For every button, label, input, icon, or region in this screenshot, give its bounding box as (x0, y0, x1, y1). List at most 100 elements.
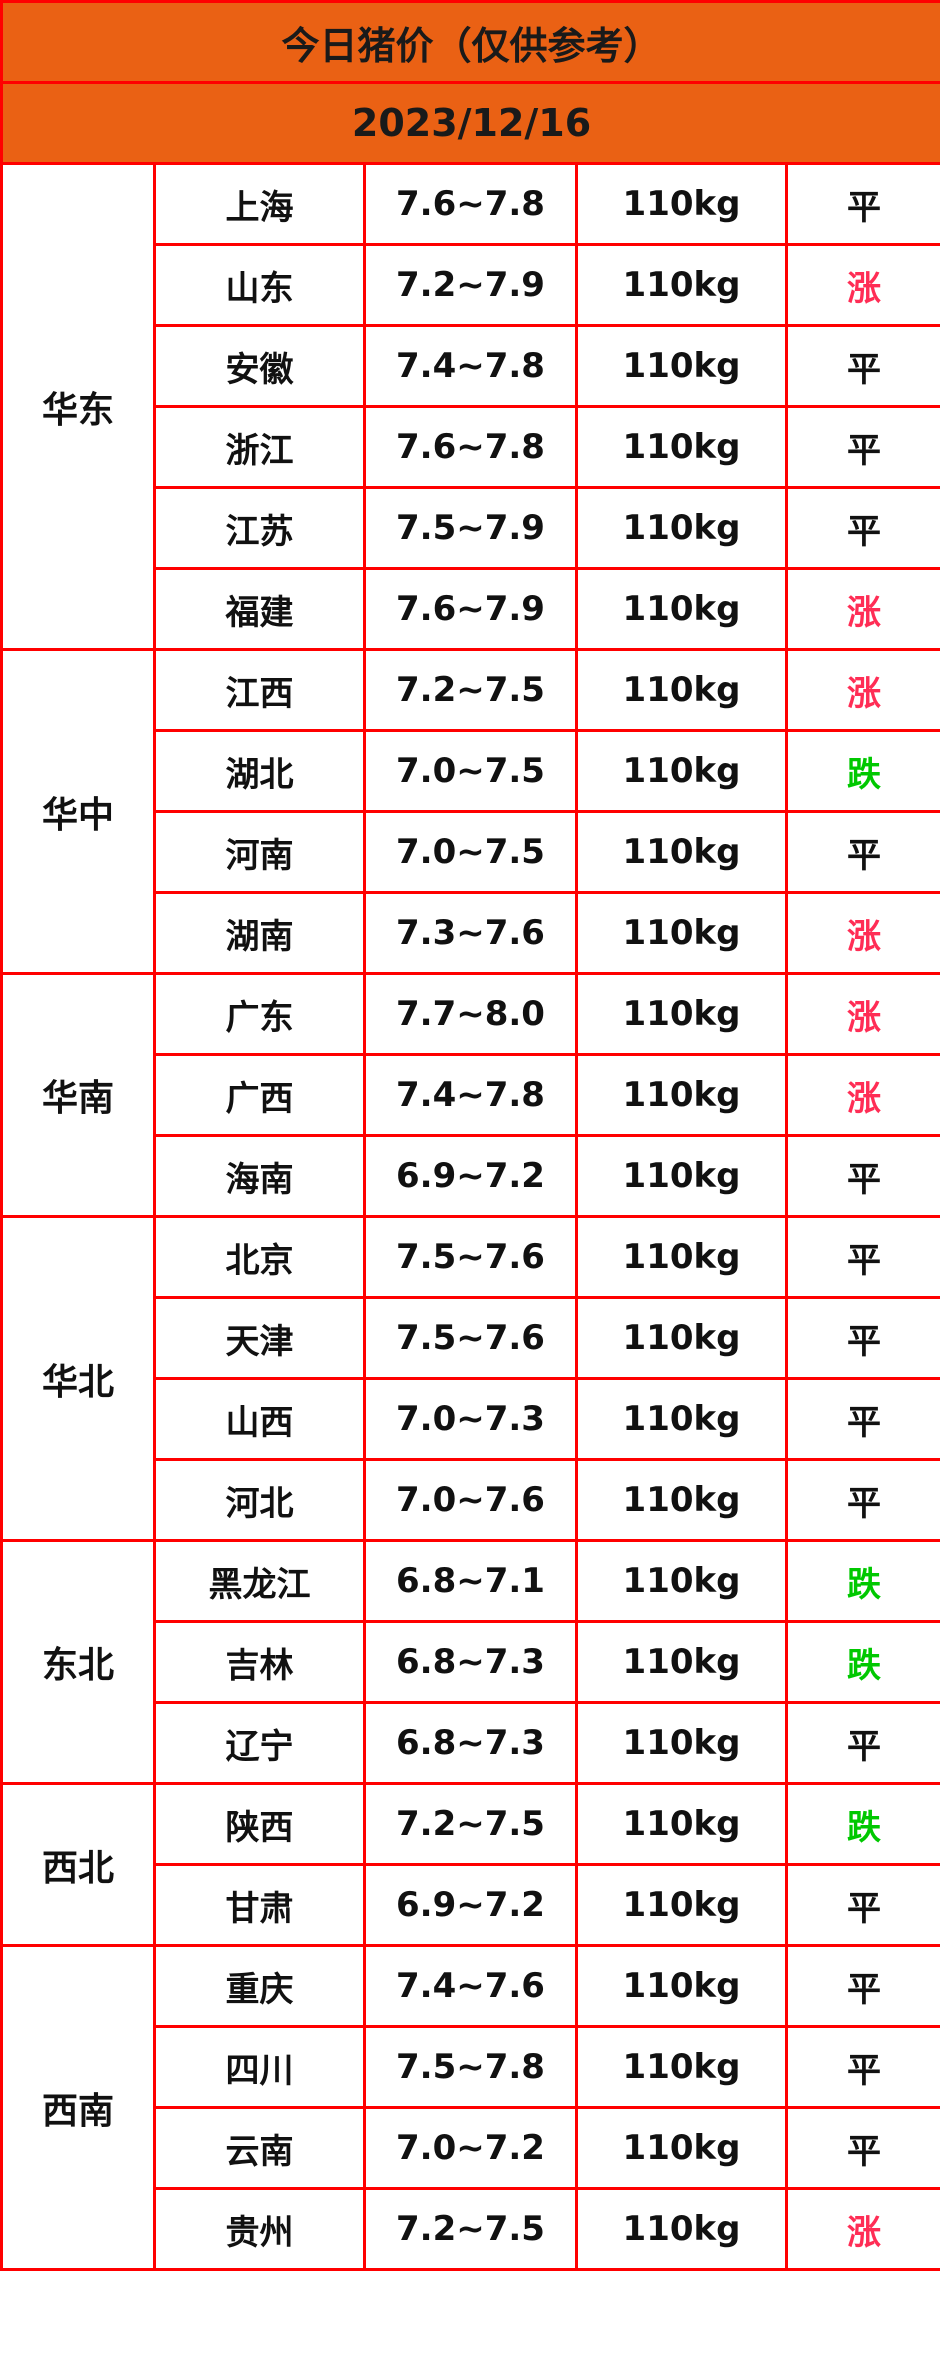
table-row: 天津 7.5~7.6 110kg 平 (2, 1296, 940, 1380)
trend-cell: 平 (784, 1296, 940, 1380)
trend-cell: 涨 (784, 567, 940, 651)
province-cell: 贵州 (153, 2187, 366, 2271)
price-cell: 7.0~7.5 (363, 729, 578, 813)
price-cell: 6.9~7.2 (363, 1863, 578, 1947)
province-cell: 山西 (153, 1377, 366, 1461)
table-row: 湖北 7.0~7.5 110kg 跌 (2, 729, 940, 813)
weight-cell: 110kg (575, 1539, 788, 1623)
trend-cell: 跌 (784, 729, 940, 813)
province-cell: 江苏 (153, 486, 366, 570)
table-row: 华东 上海 7.6~7.8 110kg 平 (0, 162, 940, 651)
weight-cell: 110kg (575, 1863, 788, 1947)
price-cell: 7.7~8.0 (363, 972, 578, 1056)
price-cell: 7.6~7.8 (363, 162, 578, 246)
province-cell: 四川 (153, 2025, 366, 2109)
region-cell: 华东 (0, 162, 156, 651)
trend-cell: 跌 (784, 1620, 940, 1704)
price-cell: 7.2~7.5 (363, 2187, 578, 2271)
province-cell: 天津 (153, 1296, 366, 1380)
province-cell: 山东 (153, 243, 366, 327)
weight-cell: 110kg (575, 405, 788, 489)
region-cell: 西南 (0, 1944, 156, 2271)
province-cell: 陕西 (153, 1782, 366, 1866)
province-cell: 江西 (153, 648, 366, 732)
province-cell: 安徽 (153, 324, 366, 408)
trend-cell: 平 (784, 810, 940, 894)
province-cell: 黑龙江 (153, 1539, 366, 1623)
weight-cell: 110kg (575, 486, 788, 570)
trend-cell: 平 (784, 1134, 940, 1218)
table-row: 东北 黑龙江 6.8~7.1 110kg 跌 (0, 1539, 940, 1785)
price-cell: 7.5~7.9 (363, 486, 578, 570)
trend-cell: 跌 (784, 1539, 940, 1623)
weight-cell: 110kg (575, 162, 788, 246)
price-cell: 7.0~7.2 (363, 2106, 578, 2190)
trend-cell: 平 (784, 162, 940, 246)
table-row: 贵州 7.2~7.5 110kg 涨 (2, 2187, 940, 2271)
price-cell: 7.5~7.6 (363, 1215, 578, 1299)
price-cell: 7.2~7.9 (363, 243, 578, 327)
price-cell: 7.2~7.5 (363, 1782, 578, 1866)
province-cell: 甘肃 (153, 1863, 366, 1947)
weight-cell: 110kg (575, 1944, 788, 2028)
table-row: 安徽 7.4~7.8 110kg 平 (2, 324, 940, 408)
table-row: 甘肃 6.9~7.2 110kg 平 (2, 1863, 940, 1947)
province-cell: 云南 (153, 2106, 366, 2190)
price-cell: 7.0~7.3 (363, 1377, 578, 1461)
weight-cell: 110kg (575, 324, 788, 408)
price-cell: 7.4~7.8 (363, 1053, 578, 1137)
region-cell: 华南 (0, 972, 156, 1218)
table-date: 2023/12/16 (0, 81, 940, 165)
weight-cell: 110kg (575, 2025, 788, 2109)
table-row: 河南 7.0~7.5 110kg 平 (2, 810, 940, 894)
price-cell: 7.0~7.6 (363, 1458, 578, 1542)
table-row: 浙江 7.6~7.8 110kg 平 (2, 405, 940, 489)
weight-cell: 110kg (575, 810, 788, 894)
province-cell: 广西 (153, 1053, 366, 1137)
price-cell: 6.8~7.3 (363, 1620, 578, 1704)
province-cell: 湖北 (153, 729, 366, 813)
province-cell: 广东 (153, 972, 366, 1056)
trend-cell: 平 (784, 1215, 940, 1299)
region-cell: 华北 (0, 1215, 156, 1542)
weight-cell: 110kg (575, 972, 788, 1056)
price-cell: 7.2~7.5 (363, 648, 578, 732)
trend-cell: 涨 (784, 648, 940, 732)
trend-cell: 平 (784, 486, 940, 570)
trend-cell: 平 (784, 2106, 940, 2190)
weight-cell: 110kg (575, 1458, 788, 1542)
weight-cell: 110kg (575, 1134, 788, 1218)
price-cell: 6.8~7.1 (363, 1539, 578, 1623)
table-row: 西南 重庆 7.4~7.6 110kg 平 (0, 1944, 940, 2271)
price-cell: 7.3~7.6 (363, 891, 578, 975)
table-row: 山东 7.2~7.9 110kg 涨 (2, 243, 940, 327)
trend-cell: 平 (784, 2025, 940, 2109)
region-cell: 西北 (0, 1782, 156, 1947)
trend-cell: 涨 (784, 1053, 940, 1137)
table-row: 吉林 6.8~7.3 110kg 跌 (2, 1620, 940, 1704)
weight-cell: 110kg (575, 1620, 788, 1704)
table-row: 华中 江西 7.2~7.5 110kg 涨 (0, 648, 940, 975)
table-row: 河北 7.0~7.6 110kg 平 (2, 1458, 940, 1542)
trend-cell: 平 (784, 1944, 940, 2028)
price-cell: 7.5~7.8 (363, 2025, 578, 2109)
trend-cell: 平 (784, 1863, 940, 1947)
table-row: 湖南 7.3~7.6 110kg 涨 (2, 891, 940, 975)
region-cell: 东北 (0, 1539, 156, 1785)
table-row: 华北 北京 7.5~7.6 110kg 平 (0, 1215, 940, 1542)
province-cell: 重庆 (153, 1944, 366, 2028)
table-row: 江苏 7.5~7.9 110kg 平 (2, 486, 940, 570)
weight-cell: 110kg (575, 729, 788, 813)
price-cell: 7.5~7.6 (363, 1296, 578, 1380)
province-cell: 海南 (153, 1134, 366, 1218)
province-cell: 浙江 (153, 405, 366, 489)
province-cell: 上海 (153, 162, 366, 246)
province-cell: 湖南 (153, 891, 366, 975)
table-row: 海南 6.9~7.2 110kg 平 (2, 1134, 940, 1218)
table-row: 福建 7.6~7.9 110kg 涨 (2, 567, 940, 651)
weight-cell: 110kg (575, 1701, 788, 1785)
trend-cell: 涨 (784, 243, 940, 327)
weight-cell: 110kg (575, 1215, 788, 1299)
weight-cell: 110kg (575, 2106, 788, 2190)
trend-cell: 涨 (784, 2187, 940, 2271)
